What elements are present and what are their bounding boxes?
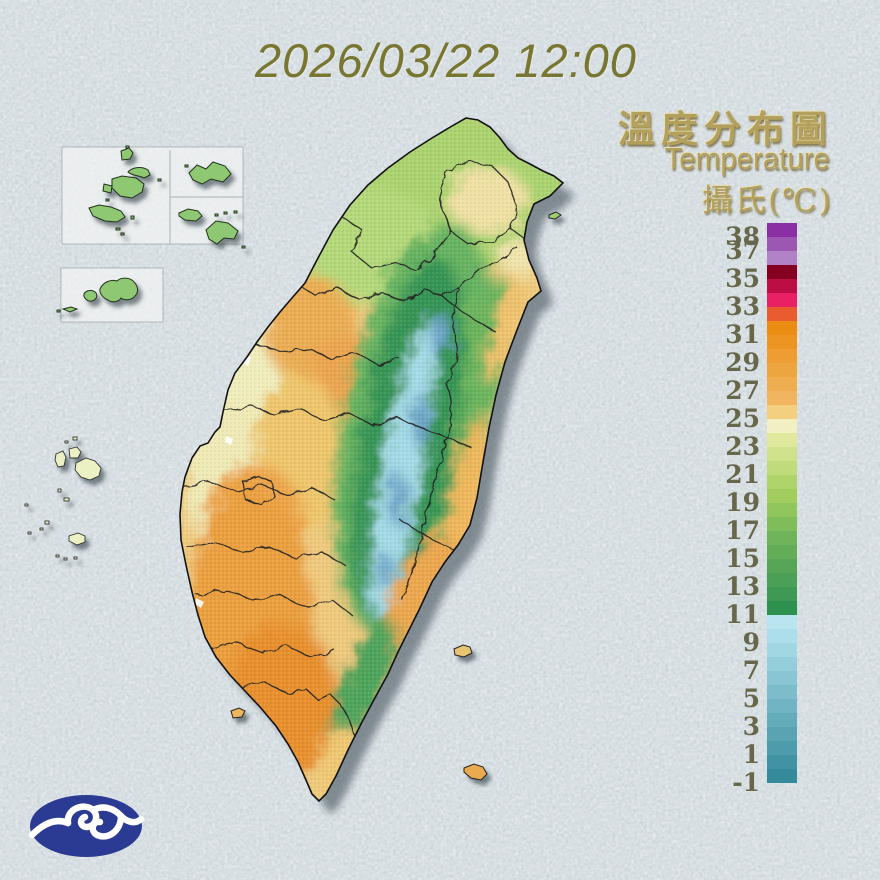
legend-color-segment — [767, 251, 797, 265]
county-boundaries — [180, 159, 525, 789]
legend-color-segment — [767, 587, 797, 601]
legend-color-segment — [767, 503, 797, 517]
legend-title-en: Temperature — [664, 141, 830, 176]
legend-color-segment — [767, 517, 797, 531]
legend-color-segment — [767, 293, 797, 307]
legend-color-segment — [767, 349, 797, 363]
legend-color-segment — [767, 713, 797, 727]
legend-color-segment — [767, 335, 797, 349]
liuqiu-islet — [230, 707, 246, 719]
legend-color-segment — [767, 223, 797, 237]
legend-color-segment — [767, 573, 797, 587]
penghu-islets — [24, 436, 102, 561]
green-island — [453, 644, 473, 658]
cwb-cloud-swirl-logo — [28, 795, 145, 857]
temperature-colorbar — [767, 223, 797, 783]
legend-color-segment — [767, 629, 797, 643]
legend-unit-label: 攝氏(℃) — [702, 183, 833, 219]
legend-color-segment — [767, 265, 797, 279]
legend-color-segment — [767, 741, 797, 755]
keelung-islet — [548, 211, 562, 220]
legend-color-segment — [767, 531, 797, 545]
legend-color-segment — [767, 419, 797, 433]
legend-color-segment — [767, 699, 797, 713]
legend-color-segment — [767, 615, 797, 629]
legend-color-segment — [767, 363, 797, 377]
legend-color-segment — [767, 657, 797, 671]
legend-color-segment — [767, 377, 797, 391]
legend-color-segment — [767, 279, 797, 293]
legend-color-segment — [767, 461, 797, 475]
cloud-swirl-glyph — [28, 803, 145, 840]
legend-title-zh: 溫度分布圖 — [618, 107, 833, 151]
legend-color-segment — [767, 321, 797, 335]
legend-color-segment — [767, 755, 797, 769]
inset-islands — [88, 145, 246, 249]
legend-color-segment — [767, 601, 797, 615]
orchid-island — [463, 763, 488, 781]
legend-color-segment — [767, 447, 797, 461]
offshore-islets — [230, 211, 562, 781]
legend-color-segment — [767, 671, 797, 685]
legend-color-segment — [767, 391, 797, 405]
legend-color-segment — [767, 685, 797, 699]
legend-color-segment — [767, 727, 797, 741]
legend-color-segment — [767, 475, 797, 489]
inset-islands — [56, 277, 138, 313]
legend-color-segment — [767, 545, 797, 559]
legend-color-segment — [767, 433, 797, 447]
legend-color-segment — [767, 405, 797, 419]
legend-color-segment — [767, 769, 797, 783]
legend-color-segment — [767, 559, 797, 573]
legend-color-segment — [767, 307, 797, 321]
legend-color-segment — [767, 643, 797, 657]
matsu-kinmen-inset-panel — [61, 145, 246, 249]
legend-color-segment — [767, 489, 797, 503]
legend-color-segment — [767, 237, 797, 251]
map-timestamp: 2026/03/22 12:00 — [255, 34, 637, 87]
penghu-inset-panel — [56, 267, 164, 323]
